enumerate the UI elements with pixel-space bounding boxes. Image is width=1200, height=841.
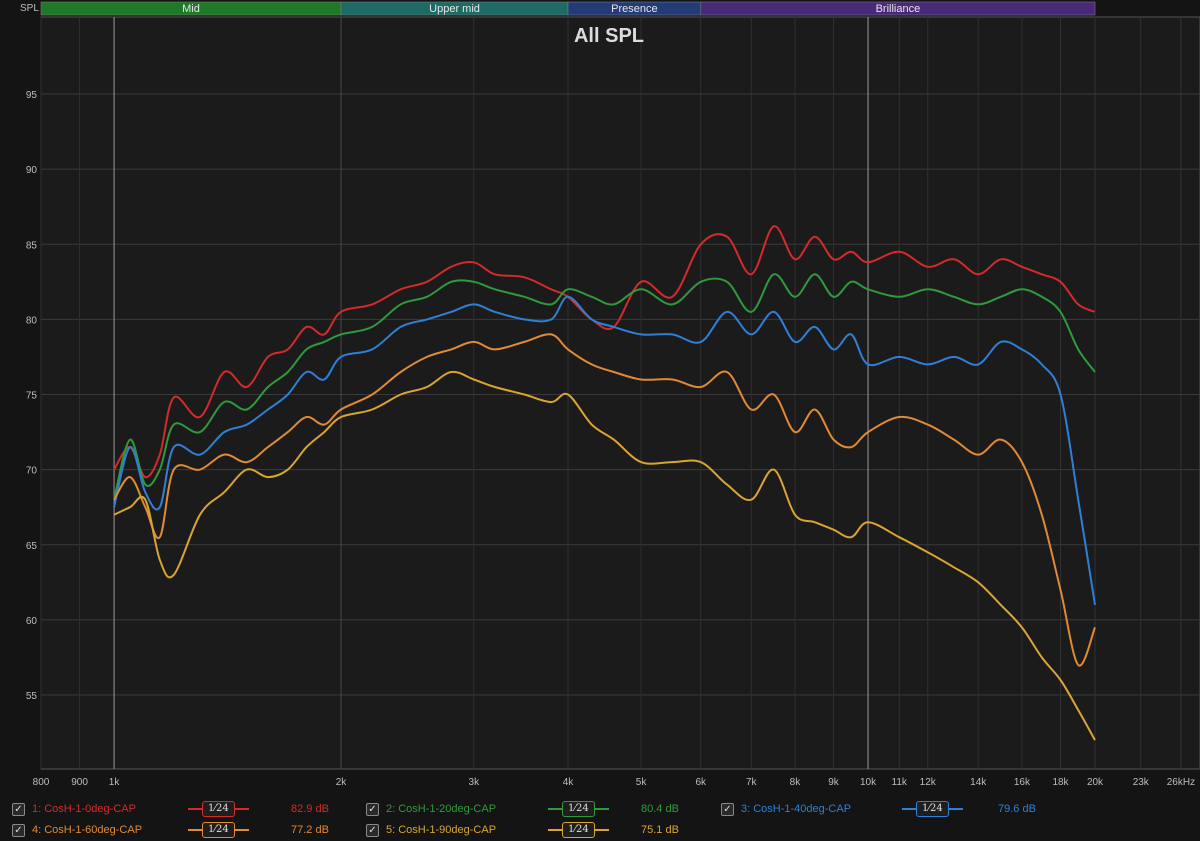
x-tick-label: 4k — [563, 777, 575, 788]
x-tick-label: 11k — [892, 777, 908, 788]
x-tick-label: 16k — [1014, 777, 1031, 788]
x-tick-label: 900 — [71, 777, 88, 788]
x-tick-label: 5k — [636, 777, 648, 788]
x-tick-label: 7k — [746, 777, 758, 788]
y-tick-labels: 55 60 65 70 75 80 85 90 95 — [26, 90, 38, 702]
y-tick-label: 85 — [26, 240, 38, 251]
spl-chart[interactable]: Mid Upper mid Presence Brilliance SPL 55 60 6… — [0, 0, 1200, 796]
y-tick-label: 60 — [26, 616, 38, 627]
level-1: 82.9 dB — [291, 803, 329, 815]
y-tick-label: 95 — [26, 90, 38, 101]
smoothing-control-2[interactable]: 1⁄24 — [548, 801, 609, 817]
y-tick-label: 75 — [26, 391, 38, 402]
smoothing-label-2: 1⁄24 — [562, 801, 595, 817]
legend-swatch-5 — [548, 829, 562, 831]
smoothing-control-4[interactable]: 1⁄24 — [188, 822, 249, 838]
legend-item-3[interactable]: ✓ 3: CosH-1-40deg-CAP — [721, 799, 851, 819]
x-tick-label: 8k — [790, 777, 802, 788]
grid — [40, 17, 1200, 769]
smoothing-label-4: 1⁄24 — [202, 822, 235, 838]
y-axis-label: SPL — [20, 3, 39, 14]
x-tick-label: 2k — [336, 777, 348, 788]
smoothing-label-1: 1⁄24 — [202, 801, 235, 817]
legend-label-5: 5: CosH-1-90deg-CAP — [386, 824, 497, 836]
x-tick-label: 3k — [469, 777, 481, 788]
checkbox-2[interactable]: ✓ — [366, 802, 379, 816]
x-tick-label: 6k — [695, 777, 707, 788]
chart-title: All SPL — [574, 25, 644, 47]
frequency-bands[interactable]: Mid Upper mid Presence Brilliance — [40, 1, 1096, 16]
series-line-5 — [113, 370, 1096, 741]
x-tick-label: 20k — [1087, 777, 1104, 788]
smoothing-control-5[interactable]: 1⁄24 — [548, 822, 609, 838]
legend-swatch-4b — [234, 829, 249, 831]
legend-label-3: 3: CosH-1-40deg-CAP — [741, 803, 852, 815]
legend-swatch-1b — [234, 808, 249, 810]
smoothing-label-3: 1⁄24 — [916, 801, 949, 817]
legend-label-1: 1: CosH-1-0deg-CAP — [32, 803, 136, 815]
x-tick-labels: 800 900 1k 2k 3k 4k 5k 6k 7k 8k 9k 10k 11k 12k 14k 16k 1… — [33, 777, 1195, 788]
level-2: 80.4 dB — [641, 803, 679, 815]
band-label-1: Mid — [182, 3, 200, 15]
smoothing-control-3[interactable]: 1⁄24 — [902, 801, 963, 817]
legend-label-4: 4: CosH-1-60deg-CAP — [32, 824, 143, 836]
series-line-2 — [113, 273, 1096, 500]
checkbox-1[interactable]: ✓ — [12, 802, 25, 816]
x-tick-label: 9k — [828, 777, 840, 788]
x-tick-label: 800 — [33, 777, 50, 788]
x-tick-label: 12k — [920, 777, 937, 788]
y-tick-label: 80 — [26, 315, 38, 326]
x-tick-label: 23k — [1133, 777, 1150, 788]
x-tick-label: 18k — [1052, 777, 1069, 788]
checkbox-5[interactable]: ✓ — [366, 823, 379, 837]
legend-label-2: 2: CosH-1-20deg-CAP — [386, 803, 497, 815]
legend-swatch-1 — [188, 808, 202, 810]
checkbox-3[interactable]: ✓ — [721, 802, 734, 816]
series-line-3 — [113, 295, 1096, 606]
legend-item-5[interactable]: ✓ 5: CosH-1-90deg-CAP — [366, 820, 496, 840]
legend-swatch-2 — [548, 808, 562, 810]
legend-swatch-2b — [594, 808, 609, 810]
band-4[interactable] — [700, 1, 1096, 16]
band-label-2: Upper mid — [429, 3, 480, 15]
legend-swatch-3 — [902, 808, 916, 810]
series-line-4 — [113, 333, 1096, 667]
y-tick-label: 90 — [26, 165, 38, 176]
band-label-3: Presence — [611, 3, 657, 15]
x-tick-label: 14k — [970, 777, 987, 788]
legend-swatch-3b — [948, 808, 963, 810]
legend-item-4[interactable]: ✓ 4: CosH-1-60deg-CAP — [12, 820, 142, 840]
y-tick-label: 65 — [26, 541, 38, 552]
band-label-4: Brilliance — [876, 3, 921, 15]
legend: ✓ 1: CosH-1-0deg-CAP 1⁄24 82.9 dB ✓ 2: C… — [0, 796, 1200, 841]
series-lines — [113, 225, 1096, 741]
x-tick-label: 1k — [109, 777, 121, 788]
smoothing-control-1[interactable]: 1⁄24 — [188, 801, 249, 817]
x-tick-label: 26kHz — [1167, 777, 1195, 788]
legend-item-2[interactable]: ✓ 2: CosH-1-20deg-CAP — [366, 799, 496, 819]
legend-swatch-5b — [594, 829, 609, 831]
x-tick-label: 10k — [860, 777, 877, 788]
y-tick-label: 55 — [26, 691, 38, 702]
plot-area[interactable] — [40, 16, 1200, 770]
level-3: 79.6 dB — [998, 803, 1036, 815]
level-4: 77.2 dB — [291, 824, 329, 836]
checkbox-4[interactable]: ✓ — [12, 823, 25, 837]
smoothing-label-5: 1⁄24 — [562, 822, 595, 838]
level-5: 75.1 dB — [641, 824, 679, 836]
y-tick-label: 70 — [26, 466, 38, 477]
legend-swatch-4 — [188, 829, 202, 831]
legend-item-1[interactable]: ✓ 1: CosH-1-0deg-CAP — [12, 799, 136, 819]
